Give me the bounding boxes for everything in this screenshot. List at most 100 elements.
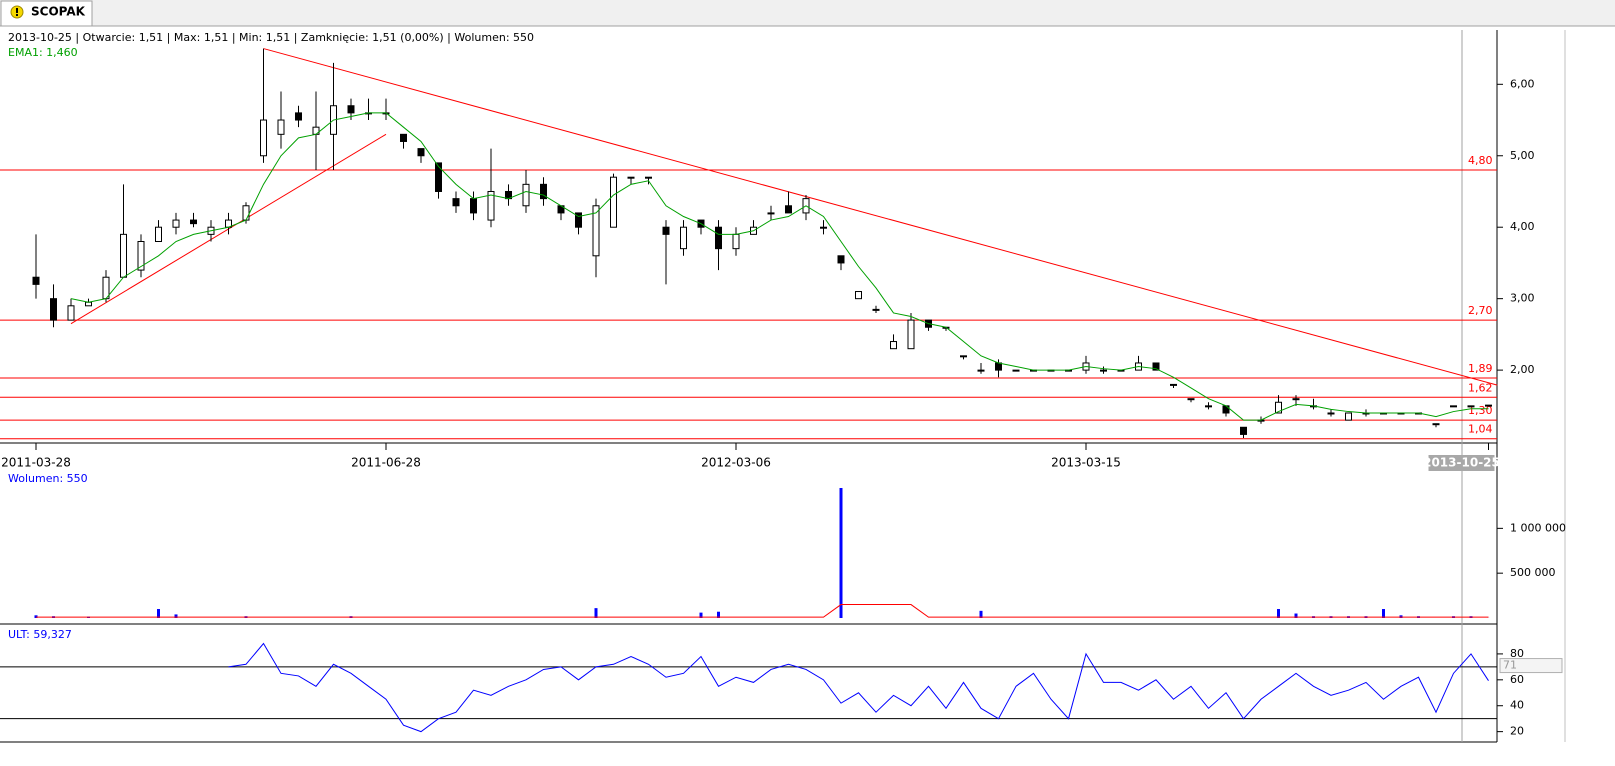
level-label: 1,62 [1468, 381, 1493, 394]
candle-body [487, 190, 495, 221]
y-tick-label: 5,00 [1510, 149, 1535, 162]
level-label: 4,80 [1468, 154, 1493, 167]
candle-body [907, 319, 915, 350]
candle-body [1485, 404, 1492, 407]
candle-body [540, 183, 547, 200]
candle-body [872, 308, 880, 311]
legend-label: EMA1: 1,460 [8, 46, 78, 59]
y-tick-label: 60 [1510, 673, 1524, 686]
y-tick-label: 1 000 000 [1510, 521, 1566, 534]
candle-body [452, 198, 460, 207]
legend-label: ULT: 59,327 [8, 628, 72, 641]
volume-bar [1382, 609, 1385, 618]
candle-body [837, 255, 845, 264]
y-tick-label: 4,00 [1510, 220, 1535, 233]
y-tick-label: 6,00 [1510, 77, 1535, 90]
candle-body [977, 369, 985, 372]
y-tick-label: 500 000 [1510, 566, 1556, 579]
candle-body [785, 205, 792, 214]
y-tick-label: 3,00 [1510, 292, 1535, 305]
volume-bar [1294, 613, 1298, 618]
candle-body [470, 198, 477, 214]
candle-body [680, 226, 687, 250]
candle-body [627, 176, 635, 179]
candle-body [960, 355, 967, 358]
volume-bar [174, 614, 178, 618]
volume-bar [594, 608, 598, 618]
candle-body [1327, 412, 1335, 415]
level-label: 2,70 [1468, 304, 1493, 317]
candle-body [522, 183, 530, 207]
y-tick-label: 2,00 [1510, 363, 1535, 376]
x-tick-label: 2011-06-28 [351, 456, 421, 470]
series-line [36, 604, 1489, 618]
trend-line [263, 48, 1498, 386]
tab-strip [0, 0, 1615, 26]
candle-body [260, 119, 267, 157]
volume-bar [979, 610, 983, 618]
tab-title[interactable]: SCOPAK [31, 5, 86, 19]
candle-body [172, 219, 180, 228]
candle-body [347, 105, 355, 114]
x-tick-label: 2013-03-15 [1051, 456, 1121, 470]
cursor-date: 2013-10-25 [1423, 456, 1500, 470]
candle-body [400, 133, 407, 142]
level-label: 1,89 [1468, 362, 1493, 375]
candle-body [732, 233, 740, 250]
candle-body [155, 226, 162, 243]
volume-bar [157, 609, 160, 618]
candle-body [1432, 423, 1440, 426]
volume-bar [839, 488, 843, 618]
candle-body [1450, 405, 1457, 408]
x-tick-label: 2012-03-06 [701, 456, 771, 470]
price-info: 2013-10-25 | Otwarcie: 1,51 | Max: 1,51 … [8, 31, 534, 44]
candle-body [417, 148, 425, 157]
candle-body [1345, 412, 1352, 421]
cursor-value: 71 [1503, 659, 1517, 672]
candle-body [575, 212, 582, 228]
candle-body [995, 362, 1002, 371]
level-label: 1,04 [1468, 423, 1493, 436]
candle-body [277, 119, 285, 135]
candle-body [435, 162, 442, 192]
candle-body [1292, 398, 1300, 401]
candle-body [1187, 398, 1195, 401]
candle-body [855, 291, 862, 300]
y-tick-label: 80 [1510, 647, 1524, 660]
legend-label: Wolumen: 550 [8, 472, 88, 485]
candle-body [120, 233, 127, 278]
candle-body [1152, 362, 1160, 371]
warning-mark [16, 8, 18, 13]
candle-body [715, 226, 722, 250]
candle-body [295, 112, 302, 121]
candle-body [1170, 383, 1177, 386]
candle-body [610, 176, 617, 228]
candle-body [767, 212, 775, 215]
candle-body [190, 219, 197, 225]
candle-body [67, 305, 75, 321]
warning-dot [16, 14, 18, 16]
cursor-date-box [1428, 455, 1495, 471]
candle-body [1240, 426, 1247, 435]
candle-body [137, 241, 145, 271]
candle-body [645, 176, 652, 179]
candle-body [890, 341, 897, 350]
candle-body [1467, 405, 1475, 408]
cursor-value-box [1499, 658, 1563, 674]
volume-bar [717, 611, 720, 618]
candle-body [1275, 401, 1282, 414]
y-tick-label: 20 [1510, 725, 1524, 738]
candle-body [50, 298, 57, 321]
x-tick-label: 2011-03-28 [1, 456, 71, 470]
candle-body [32, 276, 40, 285]
candle-body [242, 205, 250, 221]
series-line [228, 642, 1489, 733]
candle-body [592, 205, 600, 257]
y-tick-label: 40 [1510, 699, 1524, 712]
candle-body [1100, 369, 1107, 372]
candle-body [85, 301, 92, 307]
series-line [70, 112, 1489, 421]
volume-bar [699, 612, 703, 618]
